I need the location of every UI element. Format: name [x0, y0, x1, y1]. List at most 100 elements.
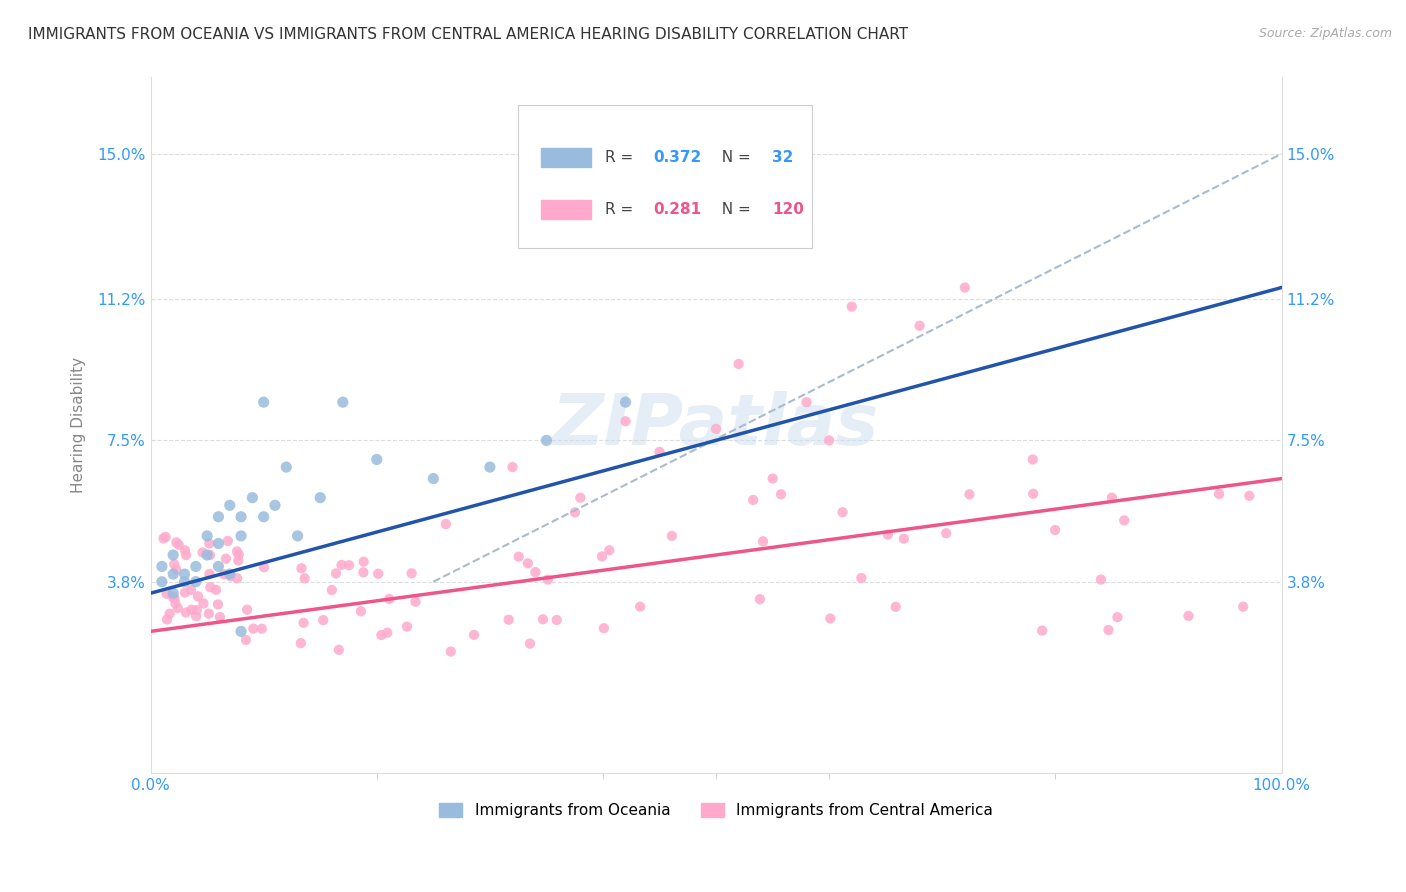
Point: [682, 223, 704, 237]
Point: [253, 560, 276, 574]
Point: [198, 548, 221, 562]
Point: [752, 534, 775, 549]
Point: [229, 529, 252, 543]
Point: [174, 585, 197, 599]
Text: N =: N =: [713, 202, 756, 217]
Point: [312, 613, 335, 627]
Point: [1090, 573, 1112, 587]
Point: [162, 548, 184, 562]
Point: [831, 505, 853, 519]
Point: [328, 643, 350, 657]
Point: [165, 596, 187, 610]
Point: [884, 599, 907, 614]
Point: [215, 551, 238, 566]
Point: [253, 395, 276, 409]
Point: [162, 586, 184, 600]
Point: [893, 532, 915, 546]
Point: [501, 460, 523, 475]
Point: [498, 613, 520, 627]
Point: [191, 545, 214, 559]
Point: [546, 613, 568, 627]
Point: [165, 563, 187, 577]
Point: [820, 611, 842, 625]
Legend: Immigrants from Oceania, Immigrants from Central America: Immigrants from Oceania, Immigrants from…: [433, 797, 998, 824]
Point: [478, 460, 501, 475]
Point: [727, 357, 749, 371]
Point: [198, 607, 221, 621]
Point: [378, 591, 401, 606]
Point: [207, 509, 229, 524]
Point: [332, 395, 354, 409]
Point: [200, 580, 222, 594]
Point: [253, 509, 276, 524]
Point: [187, 590, 209, 604]
Point: [330, 558, 353, 572]
Point: [242, 622, 264, 636]
Y-axis label: Hearing Disability: Hearing Disability: [72, 357, 86, 493]
Point: [337, 558, 360, 573]
Point: [1022, 452, 1045, 467]
Point: [155, 587, 177, 601]
Point: [370, 628, 392, 642]
Point: [1101, 491, 1123, 505]
Point: [841, 300, 863, 314]
Point: [207, 598, 229, 612]
Point: [174, 606, 197, 620]
Point: [516, 557, 538, 571]
Point: [1232, 599, 1254, 614]
Point: [614, 414, 637, 428]
Point: [742, 493, 765, 508]
Point: [207, 559, 229, 574]
Point: [1208, 487, 1230, 501]
Point: [212, 567, 235, 582]
Point: [953, 280, 976, 294]
Point: [167, 538, 190, 552]
Point: [156, 612, 179, 626]
Point: [163, 591, 186, 606]
Point: [193, 597, 215, 611]
Point: [226, 571, 249, 585]
Point: [957, 487, 980, 501]
Point: [531, 612, 554, 626]
Point: [162, 590, 184, 604]
Point: [350, 604, 373, 618]
Point: [325, 566, 347, 581]
Point: [876, 527, 898, 541]
Point: [405, 595, 427, 609]
Text: 120: 120: [772, 202, 804, 217]
Point: [292, 615, 315, 630]
Point: [287, 529, 309, 543]
Point: [704, 422, 727, 436]
Point: [218, 498, 240, 512]
Bar: [541, 148, 592, 167]
Point: [591, 549, 613, 564]
Point: [162, 567, 184, 582]
Text: 0.281: 0.281: [654, 202, 702, 217]
Point: [290, 561, 312, 575]
Point: [1022, 487, 1045, 501]
Point: [180, 602, 202, 616]
Bar: [541, 200, 592, 219]
Point: [294, 571, 316, 585]
Point: [218, 567, 240, 582]
Point: [1239, 489, 1261, 503]
Point: [198, 566, 221, 581]
Point: [463, 628, 485, 642]
Point: [159, 607, 181, 621]
Point: [250, 622, 273, 636]
Point: [519, 637, 541, 651]
Text: 0.372: 0.372: [654, 150, 702, 165]
Point: [598, 543, 620, 558]
Point: [186, 603, 208, 617]
Point: [228, 553, 250, 567]
Point: [184, 609, 207, 624]
Text: N =: N =: [713, 150, 756, 165]
Point: [908, 318, 931, 333]
Point: [226, 544, 249, 558]
FancyBboxPatch shape: [519, 105, 813, 248]
Point: [173, 574, 195, 589]
Point: [935, 526, 957, 541]
Point: [228, 548, 250, 562]
Text: ZIPatlas: ZIPatlas: [553, 391, 880, 459]
Point: [375, 625, 398, 640]
